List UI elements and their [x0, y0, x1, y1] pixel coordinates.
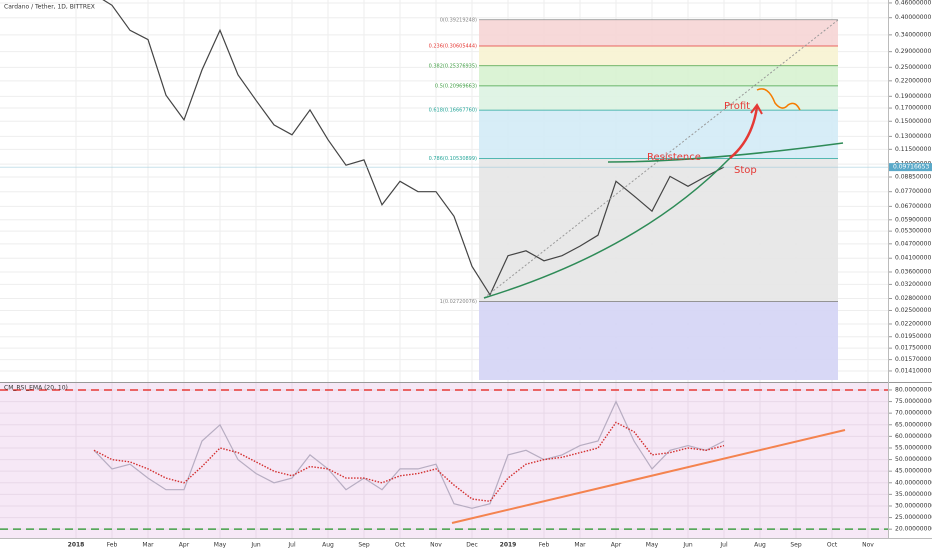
y-tick-label: 0.02500000 — [895, 307, 931, 314]
series-line — [93, 400, 725, 509]
x-tick-label: Sep — [790, 542, 802, 549]
x-tick-label: Feb — [539, 542, 550, 549]
axes: 2018 Feb Mar Apr May Jun Jul Aug Sep Oct Nov Dec 201… — [68, 0, 932, 549]
x-tick-label: Aug — [322, 542, 334, 549]
last-price-box — [889, 163, 932, 172]
x-tick-label: Jun — [682, 542, 693, 549]
annotation: Resistence — [647, 152, 701, 163]
y-tick-label: 0.34000000 — [895, 31, 931, 38]
fib-zone — [479, 19, 838, 46]
y-tick-label: 65.00000000 — [895, 421, 932, 428]
y-tick-label: 0.46000000 — [895, 0, 931, 6]
y-tick-label: 0.13000000 — [895, 133, 931, 140]
x-tick-label: Aug — [754, 542, 766, 549]
y-tick-label: 50.00000000 — [895, 456, 932, 463]
y-tick-label: 0.40000000 — [895, 14, 931, 21]
x-tick-label: Feb — [107, 542, 118, 549]
series-line — [102, 0, 725, 297]
profit-arrow — [729, 106, 759, 159]
arrow-head — [750, 103, 763, 115]
projection-wave — [756, 88, 801, 111]
y-tick-label: 0.01950000 — [895, 333, 931, 340]
x-tick-label: Dec — [466, 542, 478, 549]
y-tick-label: 0.19000000 — [895, 93, 931, 100]
y-tick-label: 0.01750000 — [895, 345, 931, 352]
y-tick-label: 0.01410000 — [895, 367, 931, 374]
fib-label: 0.786(0.10530899) — [429, 156, 477, 162]
y-tick-label: 30.00000000 — [895, 502, 932, 509]
fib-label: 0.382(0.25376935) — [429, 63, 477, 69]
y-tick-label: 0.15000000 — [895, 118, 931, 125]
fib-label: 0.236(0.30605444) — [429, 43, 477, 49]
rsi-panel — [0, 383, 888, 538]
rsi-pane — [0, 383, 888, 538]
y-tick-label: 0.07700000 — [895, 188, 931, 195]
x-tick-label: Nov — [430, 542, 442, 549]
x-tick-label: Mar — [142, 542, 154, 549]
x-tick-label: 2018 — [68, 542, 85, 549]
x-tick-label: Apr — [611, 542, 622, 549]
y-tick-label: 40.00000000 — [895, 479, 932, 486]
x-tick-label: Apr — [179, 542, 190, 549]
support-curve — [483, 157, 731, 299]
y-tick-label: 0.04100000 — [895, 255, 931, 262]
x-tick-label: May — [214, 542, 227, 549]
fib-zone — [479, 301, 838, 380]
y-tick-label: 20.00000000 — [895, 526, 932, 533]
fib-zone — [479, 45, 838, 66]
y-tick-label: 0.25000000 — [895, 64, 931, 71]
rsi-trendline — [451, 429, 846, 524]
annotation: Stop — [734, 165, 757, 176]
drawings — [451, 19, 846, 524]
y-tick-label: 0.11500000 — [895, 146, 931, 153]
y-tick-label: 0.03200000 — [895, 281, 931, 288]
price-pane: 0(0.39219248) 0.236(0.30605444) 0.382(0.25… — [0, 0, 888, 382]
fib-label: 1(0.02720076) — [440, 299, 477, 305]
x-tick-label: Nov — [862, 542, 874, 549]
y-tick-label: 0.29000000 — [895, 48, 931, 55]
y-tick-label: 25.00000000 — [895, 514, 932, 521]
x-tick-label: Oct — [827, 542, 838, 549]
y-tick-label: 70.00000000 — [895, 410, 932, 417]
y-tick-label: 0.01570000 — [895, 356, 931, 363]
fib-zone — [479, 85, 838, 111]
y-tick-label: 0.06700000 — [895, 203, 931, 210]
fib-label: 0.5(0.20969663) — [435, 83, 477, 89]
last-price-label: 0.09716653 — [893, 164, 929, 171]
y-tick-label: 0.02200000 — [895, 320, 931, 327]
x-tick-label: Jun — [250, 542, 261, 549]
x-tick-label: May — [646, 542, 659, 549]
y-tick-label: 55.00000000 — [895, 444, 932, 451]
x-tick-label: Mar — [574, 542, 586, 549]
y-tick-label: 45.00000000 — [895, 468, 932, 475]
y-tick-label: 0.08850000 — [895, 173, 931, 180]
y-tick-label: 0.22000000 — [895, 77, 931, 84]
y-tick-label: 60.00000000 — [895, 433, 932, 440]
y-tick-label: 0.03600000 — [895, 268, 931, 275]
y-tick-label: 0.04700000 — [895, 240, 931, 247]
y-tick-label: 0.05900000 — [895, 216, 931, 223]
x-tick-label: Oct — [395, 542, 406, 549]
annotation: Profit — [724, 101, 750, 112]
diagonal-line — [483, 19, 839, 299]
chart-title: Cardano / Tether, 1D, BITTREX — [4, 4, 95, 11]
y-tick-label: 0.17000000 — [895, 105, 931, 112]
y-tick-label: 0.02800000 — [895, 295, 931, 302]
y-tick-label: 80.00000000 — [895, 386, 932, 393]
x-tick-label: Jul — [719, 542, 728, 549]
fib-zone — [479, 65, 838, 86]
x-tick-label: 2019 — [500, 542, 517, 549]
fib-label: 0.618(0.16667760) — [429, 108, 477, 114]
indicator-title: CM_RSI_EMA (20, 10) — [4, 385, 68, 392]
y-tick-label: 0.05300000 — [895, 228, 931, 235]
x-tick-label: Jul — [287, 542, 296, 549]
x-tick-label: Sep — [358, 542, 370, 549]
fib-zone — [479, 158, 838, 302]
y-tick-label: 75.00000000 — [895, 398, 932, 405]
resistance-line — [607, 142, 844, 163]
series-line — [93, 421, 725, 503]
fib-label: 0(0.39219248) — [440, 17, 477, 23]
y-tick-label: 35.00000000 — [895, 491, 932, 498]
